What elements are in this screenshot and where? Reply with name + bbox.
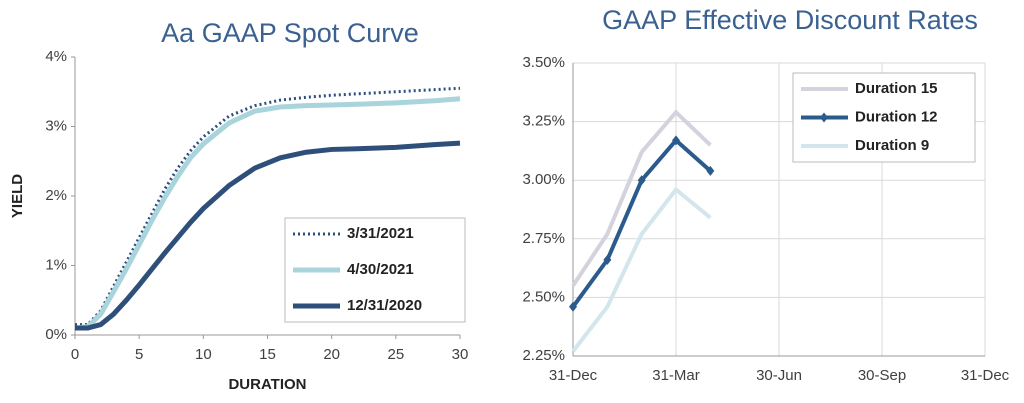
y-tick-label: 3.25% (522, 113, 565, 130)
y-tick-label: 3% (45, 117, 67, 134)
legend-label: 3/31/2021 (347, 225, 414, 242)
y-tick-label: 3.50% (522, 54, 565, 71)
x-tick-label: 30-Jun (756, 367, 802, 384)
y-tick-label: 1% (45, 256, 67, 273)
legend-label: Duration 12 (855, 108, 938, 125)
legend-label: 12/31/2020 (347, 297, 422, 314)
x-tick-label: 20 (323, 346, 340, 363)
x-tick-label: 15 (259, 346, 276, 363)
y-tick-label: 0% (45, 326, 67, 343)
y-tick-label: 2.50% (522, 288, 565, 305)
y-tick-label: 2.25% (522, 347, 565, 364)
x-tick-label: 31-Dec (549, 367, 598, 384)
legend-label: 4/30/2021 (347, 261, 414, 278)
point-marker (603, 254, 612, 265)
chart-title: GAAP Effective Discount Rates (602, 5, 978, 35)
x-tick-label: 5 (135, 346, 143, 363)
x-tick-label: 10 (195, 346, 212, 363)
x-tick-label: 25 (387, 346, 404, 363)
legend-marker (820, 112, 828, 123)
series-line (75, 140, 461, 331)
y-tick-label: 2.75% (522, 230, 565, 247)
legend-label: Duration 9 (855, 137, 929, 154)
y-tick-label: 2% (45, 187, 67, 204)
series-line (571, 109, 712, 287)
point-marker (672, 135, 680, 146)
y-tick-label: 3.00% (522, 171, 565, 188)
point-marker (706, 165, 715, 176)
x-tick-label: 30-Sep (858, 367, 906, 384)
y-axis-title: YIELD (9, 174, 26, 218)
x-tick-label: 30 (452, 346, 469, 363)
x-tick-label: 31-Mar (652, 367, 700, 384)
series-line (74, 96, 461, 331)
series-line (571, 186, 712, 353)
point-marker (637, 175, 646, 186)
y-tick-label: 4% (45, 48, 67, 65)
series-line (571, 137, 712, 308)
chart-title: Aa GAAP Spot Curve (161, 18, 419, 48)
legend-label: Duration 15 (855, 80, 938, 97)
x-axis-title: DURATION (228, 376, 306, 393)
x-tick-label: 0 (71, 346, 79, 363)
point-marker (569, 301, 577, 312)
x-tick-label: 31-Dec (961, 367, 1010, 384)
